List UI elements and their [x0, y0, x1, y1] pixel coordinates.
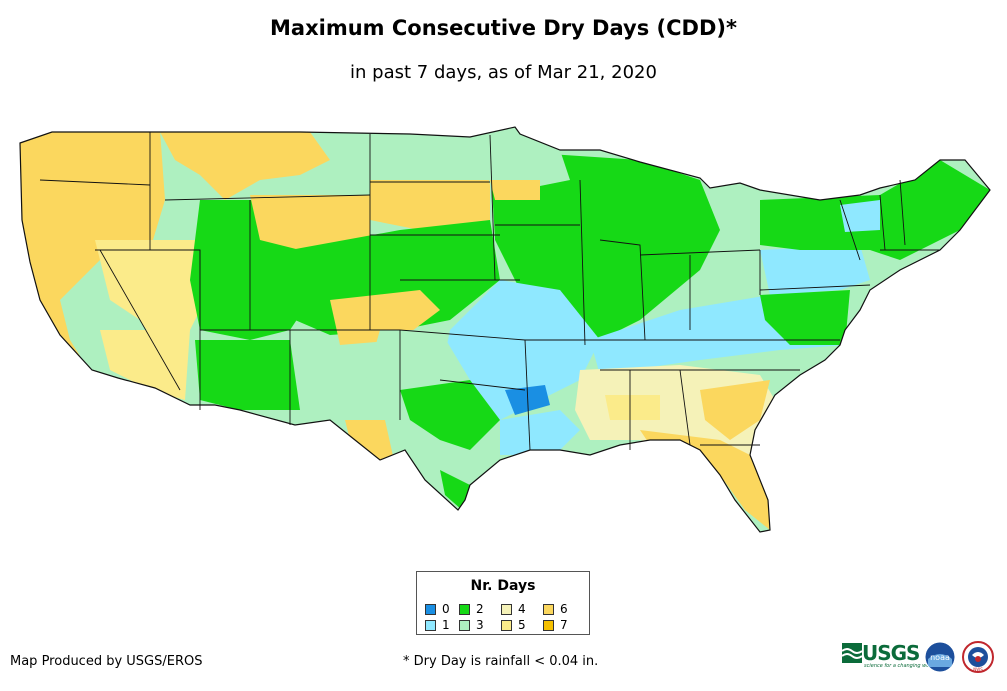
map-subtitle: in past 7 days, as of Mar 21, 2020	[350, 62, 657, 83]
legend-swatch	[501, 603, 512, 615]
legend-item-7: 7	[543, 618, 568, 632]
legend-swatch	[543, 603, 554, 615]
legend-label: 5	[518, 618, 526, 632]
nws-text: NWS	[973, 667, 983, 672]
legend-item-3: 3	[459, 618, 484, 632]
legend-swatch	[501, 619, 512, 631]
legend-swatch	[459, 603, 470, 615]
nws-logo-icon: NWS	[962, 641, 994, 673]
legend-swatch	[425, 619, 436, 631]
border-il-in	[599, 239, 646, 341]
border-or-ca	[39, 179, 151, 186]
region-texas-coast-2	[440, 470, 470, 510]
producer-credit: Map Produced by USGS/EROS	[10, 654, 203, 669]
region-georgia-6	[700, 380, 770, 440]
region-minnesota-3	[480, 140, 570, 190]
legend-item-4: 4	[501, 602, 526, 616]
border-ca-nv	[99, 249, 181, 391]
region-ny-1	[840, 200, 880, 232]
region-colorado-south-6	[330, 290, 440, 345]
usgs-wave-icon	[842, 643, 862, 663]
region-montana-6	[160, 132, 330, 200]
usgs-wordmark: USGS	[862, 641, 920, 665]
state-borders	[39, 132, 940, 451]
border-ia-il	[579, 179, 586, 346]
map-legend: Nr. Days 0 1 2 3 4 5 6 7	[416, 571, 590, 635]
legend-swatch	[543, 619, 554, 631]
cdd-fill-layer	[20, 130, 990, 530]
legend-item-0: 0	[425, 602, 450, 616]
dry-day-footnote: * Dry Day is rainfall < 0.04 in.	[403, 654, 599, 669]
legend-label: 6	[560, 602, 568, 616]
region-arizona-2	[195, 340, 300, 410]
noaa-text: noaa	[930, 653, 950, 662]
region-louisiana-1	[500, 410, 580, 455]
legend-label: 2	[476, 602, 484, 616]
region-virginia-2	[760, 290, 850, 345]
map-title: Maximum Consecutive Dry Days (CDD)*	[270, 16, 737, 40]
border-vt-nh	[879, 194, 886, 251]
legend-label: 1	[442, 618, 450, 632]
legend-swatch	[459, 619, 470, 631]
us-cdd-map	[19, 126, 991, 533]
legend-item-6: 6	[543, 602, 568, 616]
border-nh-me	[899, 179, 906, 246]
legend-title: Nr. Days	[470, 578, 536, 594]
border-ar-west	[524, 339, 531, 451]
border-ok-tx	[439, 379, 526, 391]
region-pennsylvania-1	[760, 245, 870, 295]
border-ks-ok	[399, 329, 526, 341]
border-al-ga	[679, 369, 691, 446]
legend-swatch	[425, 603, 436, 615]
border-mt-wy	[164, 194, 371, 201]
region-west-texas-6	[345, 420, 395, 465]
region-texas-green-2	[400, 380, 500, 450]
region-socal-5	[100, 330, 190, 400]
region-florida-6	[640, 430, 770, 530]
usgs-tagline: science for a changing world	[864, 663, 936, 669]
region-mn-dry-6	[490, 180, 540, 200]
region-nevada-5	[95, 240, 205, 350]
region-south-dakota-6	[370, 180, 490, 230]
noaa-logo-icon: noaa	[924, 641, 956, 673]
region-alabama-5	[605, 395, 660, 420]
border-mn-west	[489, 134, 496, 281]
border-pa-md	[759, 284, 871, 291]
legend-item-2: 2	[459, 602, 484, 616]
region-oregon-6	[40, 130, 150, 200]
legend-item-5: 5	[501, 618, 526, 632]
legend-label: 7	[560, 618, 568, 632]
border-ny-east	[839, 199, 861, 261]
border-mi-oh	[639, 249, 761, 256]
legend-item-1: 1	[425, 618, 450, 632]
region-wyoming-6	[250, 195, 370, 250]
legend-label: 0	[442, 602, 450, 616]
legend-label: 3	[476, 618, 484, 632]
usgs-logo: USGS science for a changing world	[842, 641, 936, 669]
legend-label: 4	[518, 602, 526, 616]
